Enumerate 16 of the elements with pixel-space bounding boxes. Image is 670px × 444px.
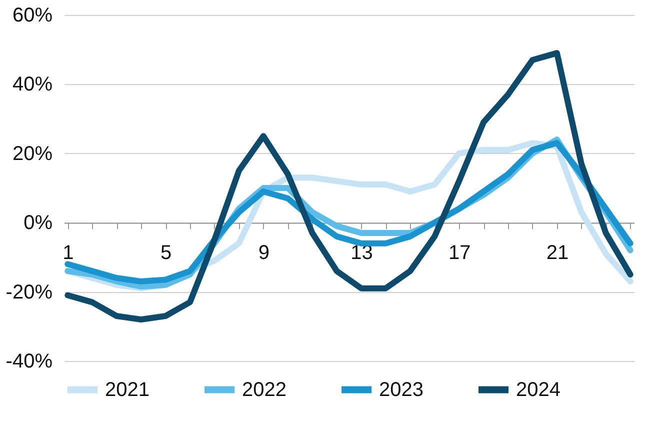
legend-label: 2021: [105, 378, 150, 401]
legend-label: 2022: [242, 378, 286, 401]
y-tick-label: -20%: [6, 281, 53, 304]
y-tick-label: 0%: [24, 212, 53, 234]
y-tick-label: 20%: [12, 142, 53, 165]
x-tick-label: 17: [448, 242, 471, 264]
x-tick-label: 13: [350, 242, 373, 264]
y-tick-label: 40%: [12, 74, 53, 96]
legend-label: 2023: [379, 378, 424, 401]
x-tick-label: 1: [62, 242, 74, 264]
x-tick-label: 21: [546, 242, 569, 264]
y-tick-label: 60%: [12, 4, 53, 26]
x-tick-label: 9: [258, 242, 270, 264]
legend-label: 2024: [516, 378, 560, 401]
x-tick-label: 5: [160, 242, 172, 264]
y-tick-label: -40%: [6, 350, 53, 372]
